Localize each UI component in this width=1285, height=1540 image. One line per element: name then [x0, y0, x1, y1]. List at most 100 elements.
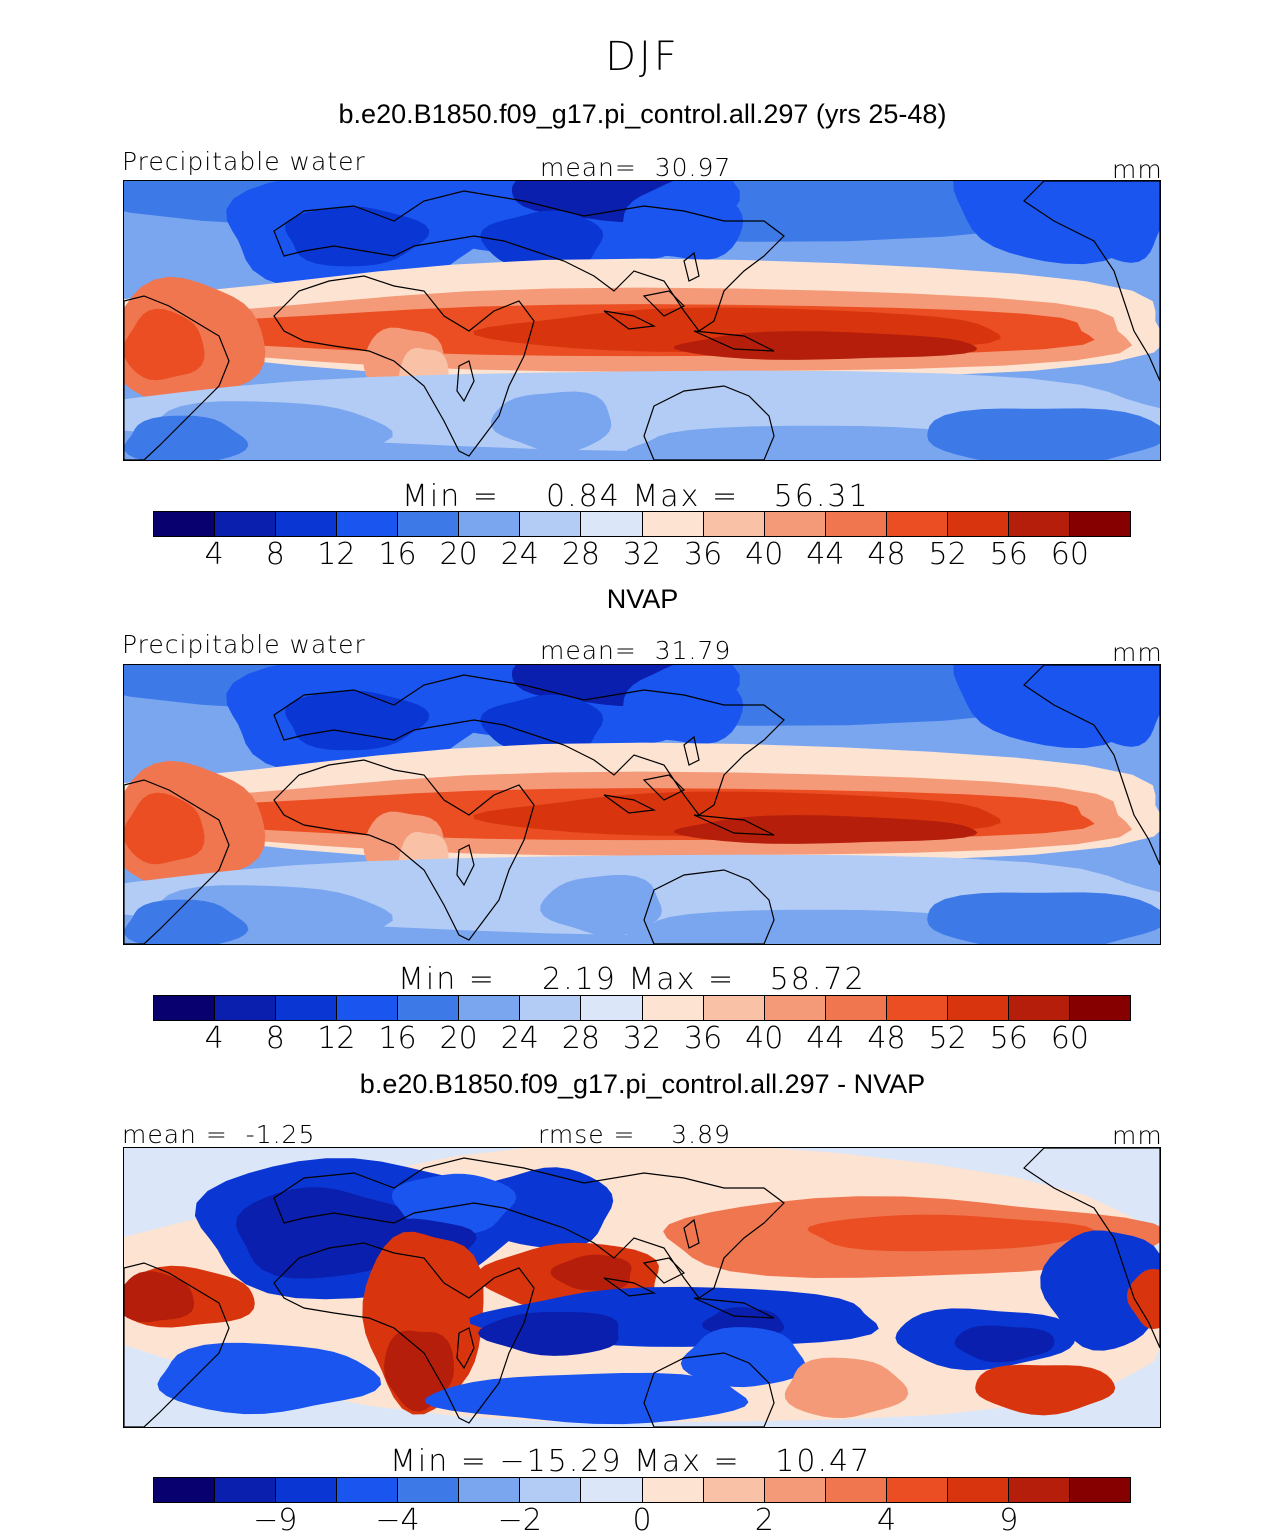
- colorbar-swatch: [703, 1478, 765, 1502]
- colorbar-tick-label: 60: [1050, 537, 1089, 572]
- colorbar-swatch: [947, 512, 1009, 536]
- panel-2-mean-label: mean= 31.79: [540, 636, 732, 665]
- coastline: [1023, 1148, 1160, 1349]
- colorbar-swatch: [581, 996, 643, 1020]
- panel-3-colorbar: [153, 1477, 1131, 1503]
- contour-region: [124, 1271, 195, 1323]
- colorbar-swatch: [520, 996, 582, 1020]
- colorbar-tick-label: 32: [622, 1021, 662, 1056]
- colorbar-swatch: [215, 512, 277, 536]
- colorbar-swatch: [154, 512, 216, 536]
- colorbar-swatch: [215, 996, 277, 1020]
- panel-1-header: b.e20.B1850.f09_g17.pi_control.all.297 (…: [338, 99, 947, 129]
- contour-region: [550, 1254, 632, 1291]
- coastline: [693, 814, 775, 836]
- panel-2-minmax: Min = 2.19 Max = 58.72: [398, 962, 866, 997]
- panel-3-units-label: mm: [1112, 1121, 1163, 1150]
- colorbar-swatch: [581, 1478, 643, 1502]
- contour-region: [157, 1342, 382, 1415]
- colorbar-swatch: [703, 996, 765, 1020]
- colorbar-tick-label: 8: [265, 1021, 285, 1056]
- contour-region: [480, 694, 604, 756]
- coastline: [683, 1218, 700, 1249]
- colorbar-swatch: [886, 996, 948, 1020]
- colorbar-swatch: [703, 512, 765, 536]
- colorbar-tick-label: 2: [754, 1503, 774, 1538]
- colorbar-swatch: [459, 512, 521, 536]
- colorbar-tick-label: 9: [999, 1503, 1019, 1538]
- coastline: [603, 794, 657, 814]
- colorbar-swatch: [276, 996, 338, 1020]
- colorbar-tick-label: 40: [745, 1021, 784, 1056]
- contour-region: [1082, 181, 1160, 263]
- colorbar-swatch: [764, 512, 826, 536]
- colorbar-tick-label: 8: [265, 537, 285, 572]
- colorbar-swatch: [154, 1478, 216, 1502]
- colorbar-swatch: [459, 996, 521, 1020]
- coastline: [642, 774, 686, 801]
- colorbar-swatch: [1069, 996, 1130, 1020]
- contour-region: [1082, 665, 1160, 747]
- contour-region: [954, 1325, 1055, 1363]
- coastline: [124, 1262, 230, 1427]
- colorbar-swatch: [642, 1478, 704, 1502]
- coastline: [603, 310, 657, 330]
- colorbar-tick-label: 48: [867, 1021, 906, 1056]
- panel-2-map: [123, 664, 1161, 945]
- contour-region: [425, 1372, 749, 1425]
- contour-region: [124, 792, 205, 865]
- colorbar-tick-label: 56: [989, 537, 1028, 572]
- contour-region: [540, 875, 662, 936]
- coastline: [693, 1297, 775, 1319]
- colorbar-swatch: [215, 1478, 277, 1502]
- colorbar-tick-label: 4: [204, 537, 224, 572]
- colorbar-tick-label: 44: [806, 537, 845, 572]
- colorbar-swatch: [276, 512, 338, 536]
- contour-field: [124, 181, 1160, 460]
- contour-region: [927, 408, 1160, 460]
- colorbar-swatch: [520, 512, 582, 536]
- panel-1-units-label: mm: [1112, 155, 1163, 184]
- panel-2-units-label: mm: [1112, 638, 1163, 667]
- panel-1-colorbar: [153, 511, 1131, 537]
- colorbar-tick-label: 52: [928, 1021, 967, 1056]
- contour-region: [807, 1214, 1094, 1252]
- panel-3-minmax: Min = −15.29 Max = 10.47: [390, 1444, 872, 1479]
- panel-1-colorbar-ticks: 4 8 12 16 20 24 28 32 36 40 44 48 52 56 60: [153, 537, 1131, 572]
- panel-1-minmax: Min = 0.84 Max = 56.31: [402, 479, 870, 514]
- colorbar-swatch: [276, 1478, 338, 1502]
- colorbar-swatch: [337, 1478, 399, 1502]
- colorbar-tick-label: −9: [253, 1503, 298, 1538]
- coastline: [456, 1327, 475, 1370]
- panel-3-mean-label: mean = -1.25: [122, 1120, 316, 1149]
- panel-3-header: b.e20.B1850.f09_g17.pi_control.all.297 -…: [359, 1069, 926, 1099]
- coastline: [1023, 181, 1160, 382]
- coastline: [643, 385, 775, 460]
- colorbar-tick-label: 20: [439, 537, 478, 572]
- colorbar-tick-label: 32: [622, 537, 662, 572]
- contour-region: [1127, 1269, 1160, 1329]
- coastline: [643, 869, 775, 944]
- colorbar-tick-label: 4: [204, 1021, 224, 1056]
- coastline: [124, 779, 230, 944]
- panel-1-map: [123, 180, 1161, 461]
- panel-2-header: NVAP: [606, 584, 679, 614]
- colorbar-swatch: [1069, 512, 1130, 536]
- colorbar-swatch: [398, 996, 460, 1020]
- contour-region: [927, 892, 1160, 944]
- coastline: [683, 251, 700, 282]
- contour-region: [623, 181, 744, 260]
- contour-region: [1040, 1230, 1160, 1351]
- coastline: [1023, 665, 1160, 866]
- colorbar-swatch: [459, 1478, 521, 1502]
- contour-region: [124, 308, 205, 381]
- colorbar-swatch: [154, 996, 216, 1020]
- colorbar-swatch: [825, 512, 887, 536]
- colorbar-tick-label: 40: [745, 537, 784, 572]
- colorbar-tick-label: 12: [317, 1021, 356, 1056]
- colorbar-tick-label: −4: [375, 1503, 420, 1538]
- colorbar-tick-label: 52: [928, 537, 967, 572]
- panel-3-map: [123, 1147, 1161, 1428]
- contour-region: [480, 210, 604, 272]
- colorbar-tick-label: 16: [378, 537, 417, 572]
